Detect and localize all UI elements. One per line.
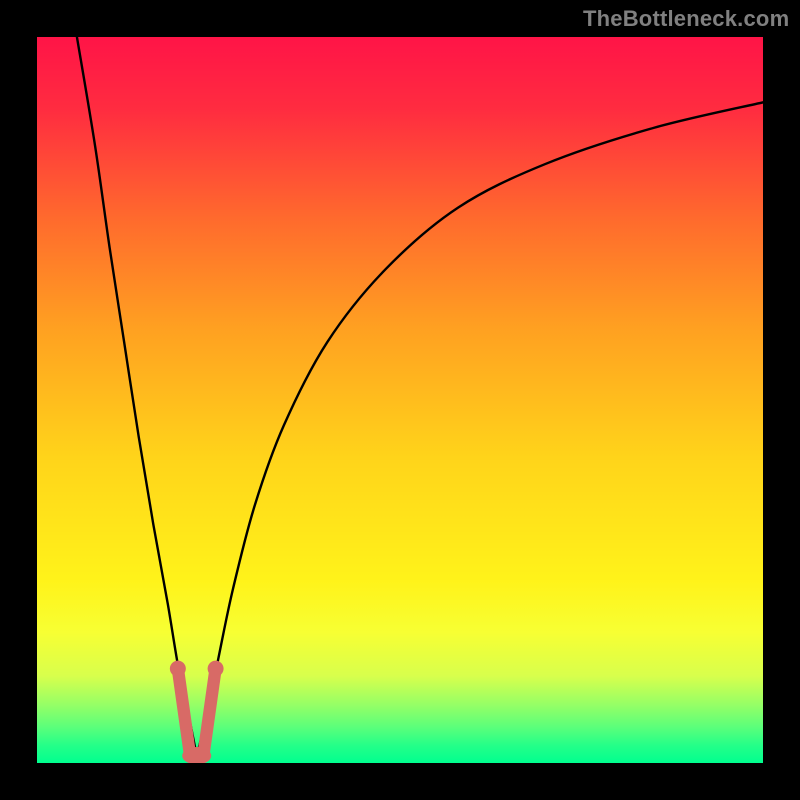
curve-right-branch — [197, 102, 763, 755]
watermark-text: TheBottleneck.com — [583, 6, 789, 32]
notch-marker-cap — [170, 661, 186, 677]
chart-stage: TheBottleneck.com — [0, 0, 800, 800]
notch-marker-arm — [178, 669, 190, 756]
notch-marker-base — [182, 747, 211, 764]
curve-left-branch — [77, 37, 197, 756]
notch-marker-cap — [208, 661, 224, 677]
notch-marker-arm — [203, 669, 215, 756]
curve-overlay — [0, 0, 800, 800]
notch-marker — [170, 661, 224, 765]
